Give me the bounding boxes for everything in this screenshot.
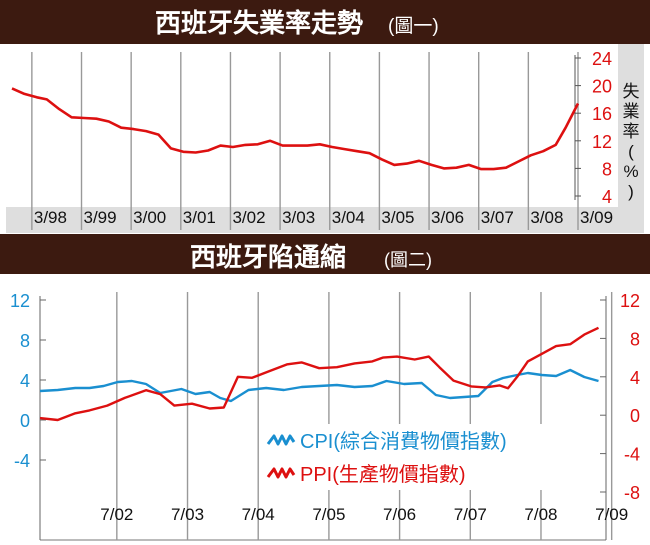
top-y-label-char: )	[628, 182, 634, 201]
top-x-tick-label: 3/09	[580, 208, 613, 227]
bottom-x-tick-label: 7/07	[454, 505, 487, 524]
bottom-x-tick-label: 7/04	[242, 505, 275, 524]
top-gridlines	[31, 52, 579, 230]
ppi-legend-swatch	[266, 467, 296, 479]
top-figure-label: (圖一)	[388, 16, 439, 37]
top-x-tick-label: 3/01	[183, 208, 216, 227]
bottom-right-tick-label: 4	[630, 368, 640, 388]
top-title-banner	[0, 0, 650, 44]
top-y-label-char: (	[628, 142, 634, 161]
bottom-x-tick-label: 7/08	[524, 505, 557, 524]
top-x-tick-label: 3/04	[332, 208, 365, 227]
top-y-tick-label: 12	[592, 132, 612, 152]
bottom-right-tick-label: 0	[630, 406, 640, 426]
bottom-figure-label: (圖二)	[384, 250, 432, 270]
bottom-left-tick-label: 12	[10, 291, 30, 311]
cpi-line	[39, 368, 599, 403]
top-y-tick-label: 24	[592, 49, 612, 69]
top-y-label-char: 失	[623, 82, 640, 101]
top-y-tick-label: 16	[592, 104, 612, 124]
bottom-right-tick-label: 12	[620, 291, 640, 311]
top-y-tick-label: 4	[602, 187, 612, 207]
top-y-tick-label: 20	[592, 77, 612, 97]
ppi-line	[39, 326, 600, 422]
cpi-legend-swatch	[266, 434, 296, 446]
bottom-gridlines	[116, 292, 613, 540]
top-x-tick-label: 3/07	[481, 208, 514, 227]
bottom-legend: CPI(綜合消費物價指數) PPI(生產物價指數)	[262, 424, 547, 490]
top-x-tick-label: 3/98	[34, 208, 67, 227]
top-x-tick-label: 3/02	[232, 208, 265, 227]
ppi-legend-label: PPI(生產物價指數)	[300, 463, 466, 486]
bottom-right-tick-label: -4	[624, 445, 640, 465]
bottom-right-tick-label: 8	[630, 329, 640, 349]
top-x-axis-band	[6, 207, 618, 233]
top-chart-title: 西班牙失業率走勢	[155, 8, 363, 38]
top-y-axis-band	[618, 44, 644, 233]
cpi-legend-label: CPI(綜合消費物價指數)	[300, 430, 507, 453]
bottom-left-tick-label: 0	[20, 411, 30, 431]
bottom-x-tick-label: 7/09	[595, 505, 628, 524]
top-series-group	[11, 87, 580, 171]
unemployment-line	[11, 87, 580, 171]
top-x-tick-label: 3/03	[282, 208, 315, 227]
bottom-x-tick-label: 7/02	[100, 505, 133, 524]
bottom-left-tick-label: 4	[20, 371, 30, 391]
bottom-chart-title: 西班牙陷通縮	[190, 242, 346, 272]
top-y-axis: 4 8 12 16 20 24	[574, 49, 612, 207]
bottom-right-tick-label: -8	[624, 483, 640, 503]
bottom-x-axis: 7/02 7/03 7/04 7/05 7/06 7/07 7/08 7/09	[100, 505, 628, 524]
top-y-label-char: 率	[623, 122, 640, 141]
top-x-tick-label: 3/00	[133, 208, 166, 227]
bottom-x-tick-label: 7/03	[171, 505, 204, 524]
bottom-left-tick-label: 8	[20, 331, 30, 351]
top-x-tick-label: 3/08	[530, 208, 563, 227]
top-y-tick-label: 8	[602, 159, 612, 179]
bottom-title-banner	[0, 234, 650, 274]
top-x-tick-label: 3/06	[431, 208, 464, 227]
bottom-x-tick-label: 7/06	[383, 505, 416, 524]
bottom-left-y-axis: 12 8 4 0 -4	[10, 291, 46, 540]
bottom-right-y-axis: 12 8 4 0 -4 -8	[600, 291, 640, 540]
top-x-tick-label: 3/99	[84, 208, 117, 227]
top-x-tick-label: 3/05	[381, 208, 414, 227]
bottom-x-tick-label: 7/05	[312, 505, 345, 524]
bottom-series-group	[39, 326, 600, 422]
bottom-plot-background	[6, 274, 644, 540]
top-y-axis-label: 失業率(%)	[623, 82, 640, 201]
legend-box	[262, 424, 547, 490]
top-y-label-char: %	[623, 162, 638, 181]
top-x-axis: 3/98 3/99 3/00 3/01 3/02 3/03 3/04 3/05 3/06 3/07…	[34, 208, 613, 227]
bottom-left-tick-label: -4	[14, 451, 30, 471]
top-plot-background	[6, 44, 644, 234]
top-y-label-char: 業	[623, 102, 640, 121]
